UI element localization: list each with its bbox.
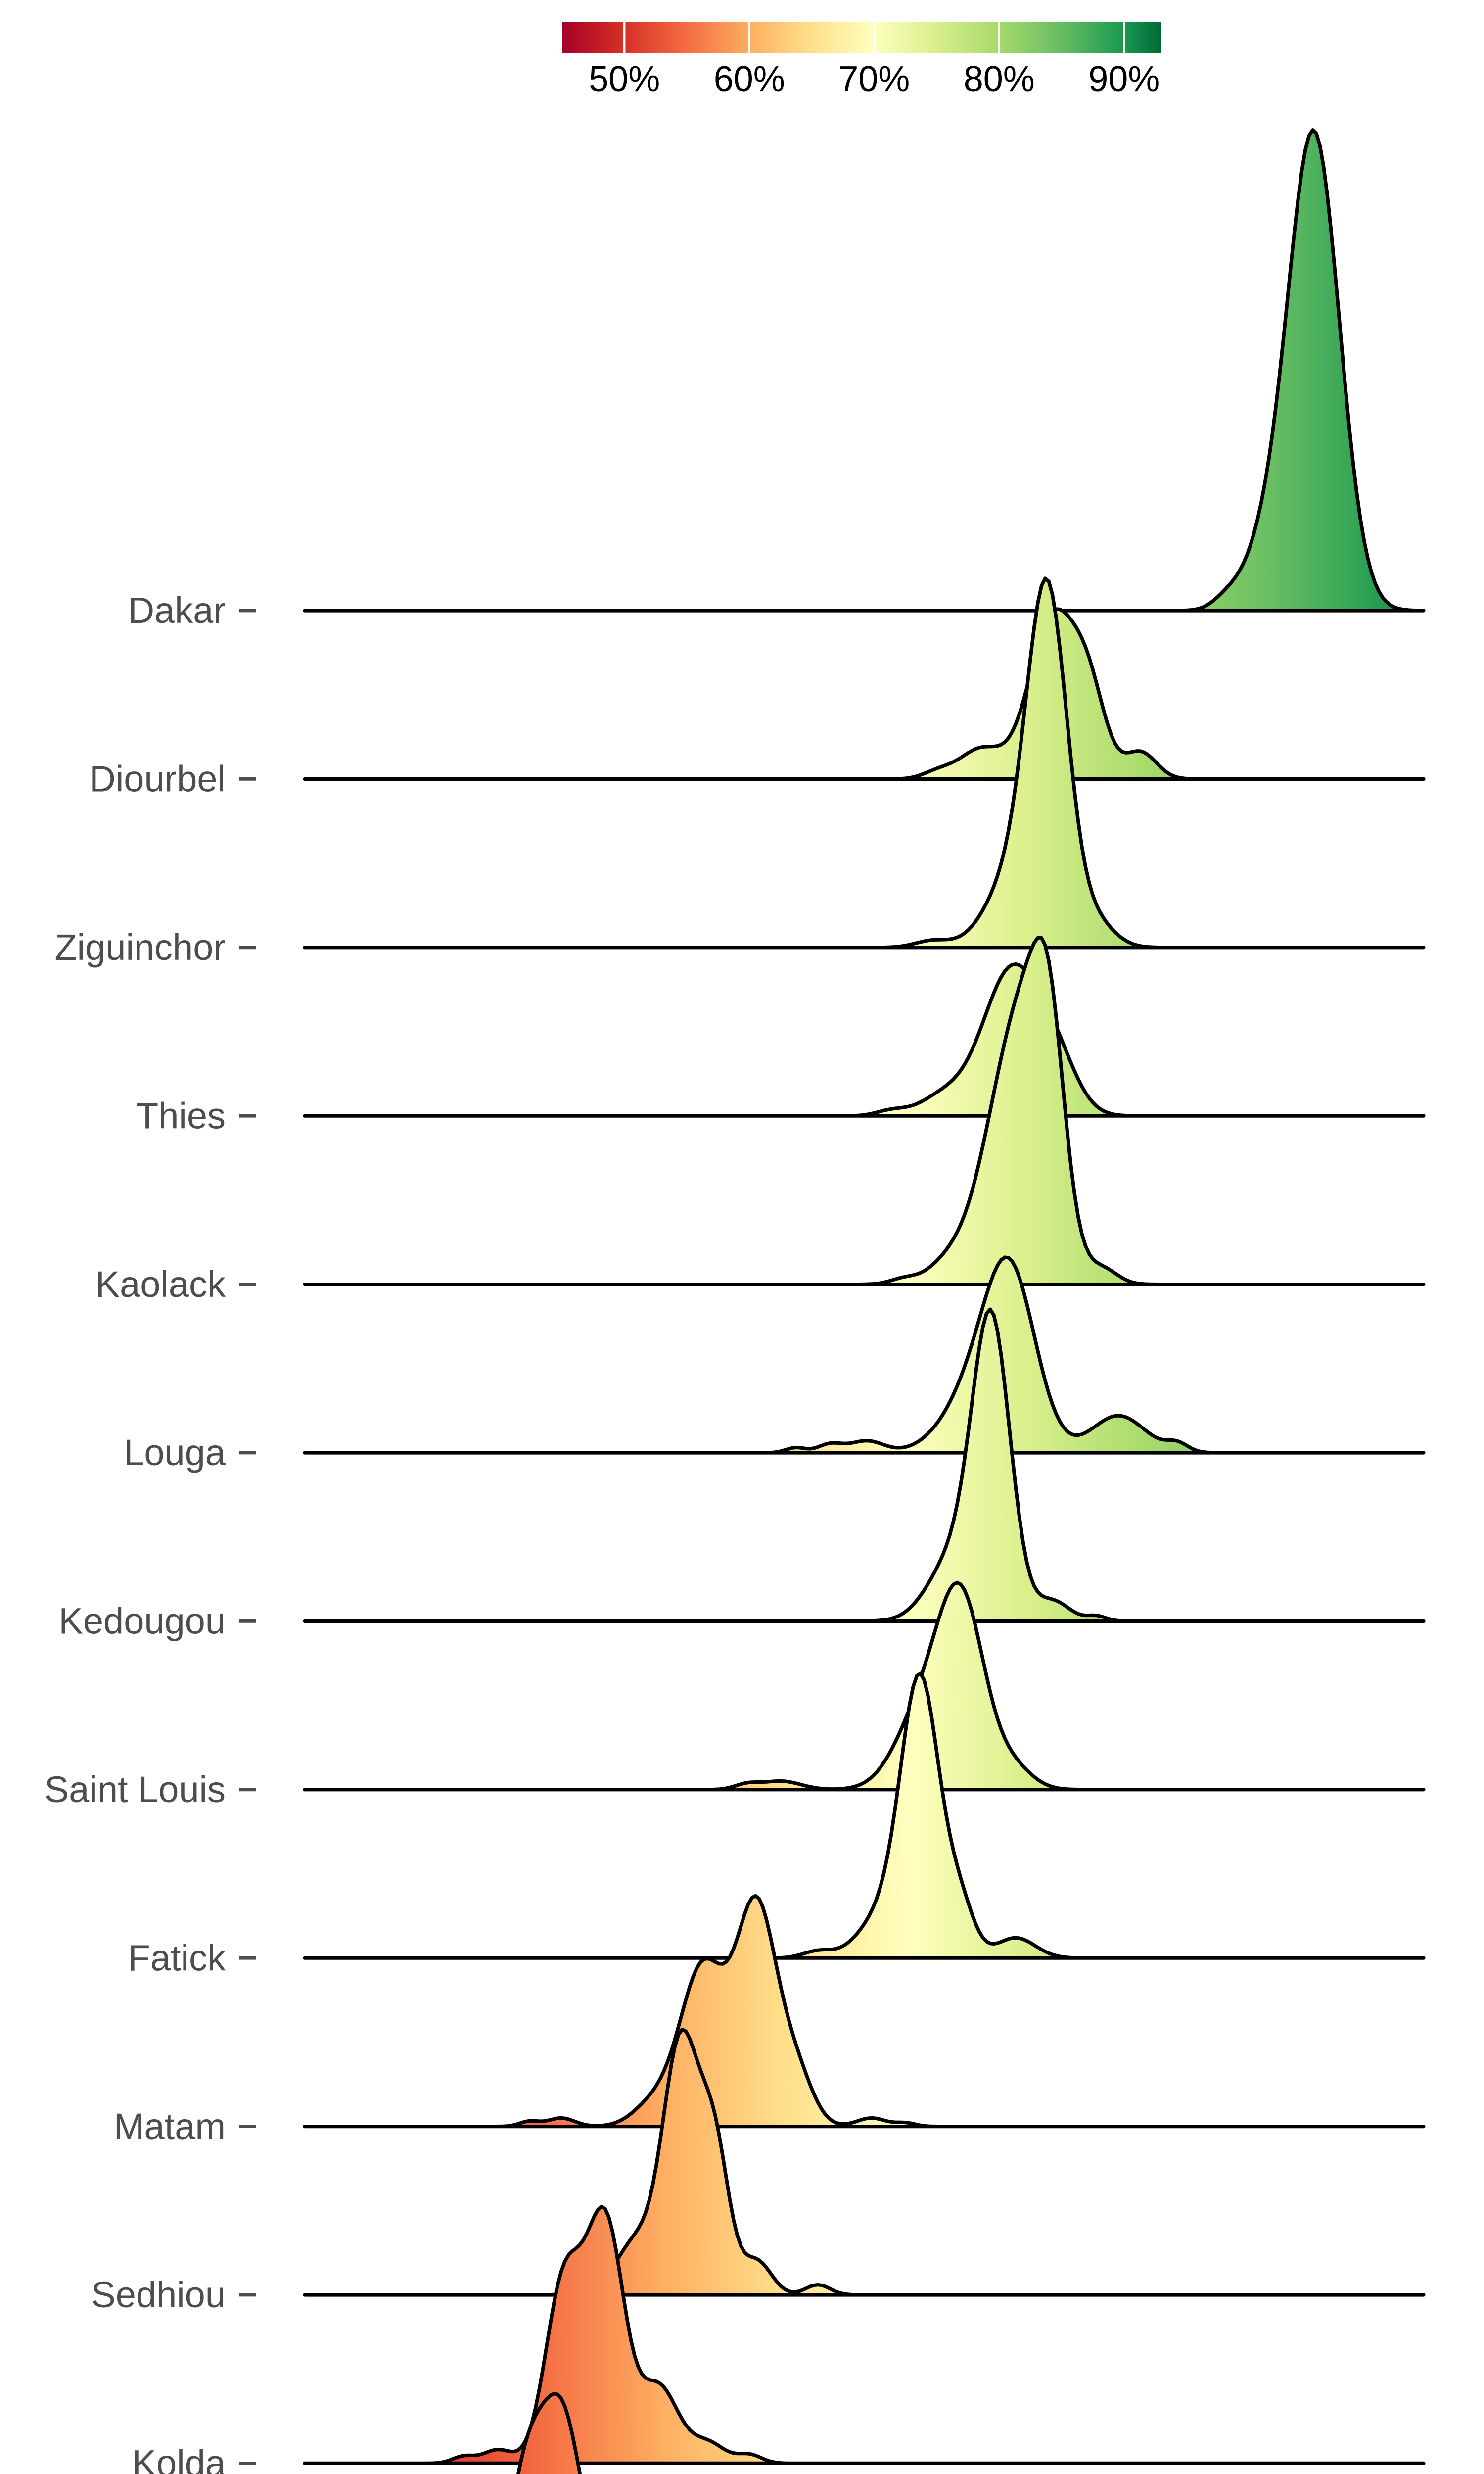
ridge-density-matam [303, 1894, 1426, 2129]
region-label: Louga [124, 1432, 226, 1473]
legend-tick-label: 90% [1088, 59, 1159, 99]
ridge-density-fatick [303, 1671, 1426, 1960]
ridge-density-sedhiou [303, 2027, 1426, 2297]
ridge-density-louga [303, 1255, 1426, 1455]
ridge-density-kaffrine [516, 2392, 582, 2474]
ridge-density-kolda [303, 2204, 1426, 2465]
region-label: Kedougou [59, 1601, 226, 1642]
region-label: Diourbel [89, 759, 226, 800]
ridge-density-saint-louis [303, 1580, 1426, 1792]
ridge-density-kedougou [303, 1307, 1426, 1623]
legend-tick-label: 60% [714, 59, 785, 99]
region-labels-group: Dakar Diourbel Ziguinchor Thies Kaolack Louga… [45, 590, 256, 2474]
ridge-density-dakar [303, 128, 1426, 613]
ridge-series-group [303, 128, 1426, 2474]
region-label: Matam [114, 2106, 226, 2147]
ridge-density-ziguinchor [303, 576, 1426, 950]
region-label: Sedhiou [91, 2274, 226, 2315]
legend-tick-label: 50% [589, 59, 660, 99]
legend-tick-label: 70% [838, 59, 910, 99]
ridge-density-thies [303, 962, 1426, 1118]
region-label: Kaolack [95, 1264, 226, 1305]
region-label: Dakar [128, 590, 226, 631]
ridge-density-diourbel [303, 607, 1426, 781]
legend-tick-label: 80% [964, 59, 1035, 99]
region-label: Thies [136, 1095, 226, 1136]
legend-colorbar [562, 22, 1161, 53]
region-label: Kolda [132, 2443, 226, 2474]
region-label: Saint Louis [45, 1769, 226, 1810]
color-legend: 50% 60% 70% 80% 90% [562, 22, 1161, 99]
region-label: Fatick [128, 1937, 226, 1978]
region-label: Ziguinchor [54, 927, 226, 968]
ridge-density-kaolack [303, 936, 1426, 1286]
